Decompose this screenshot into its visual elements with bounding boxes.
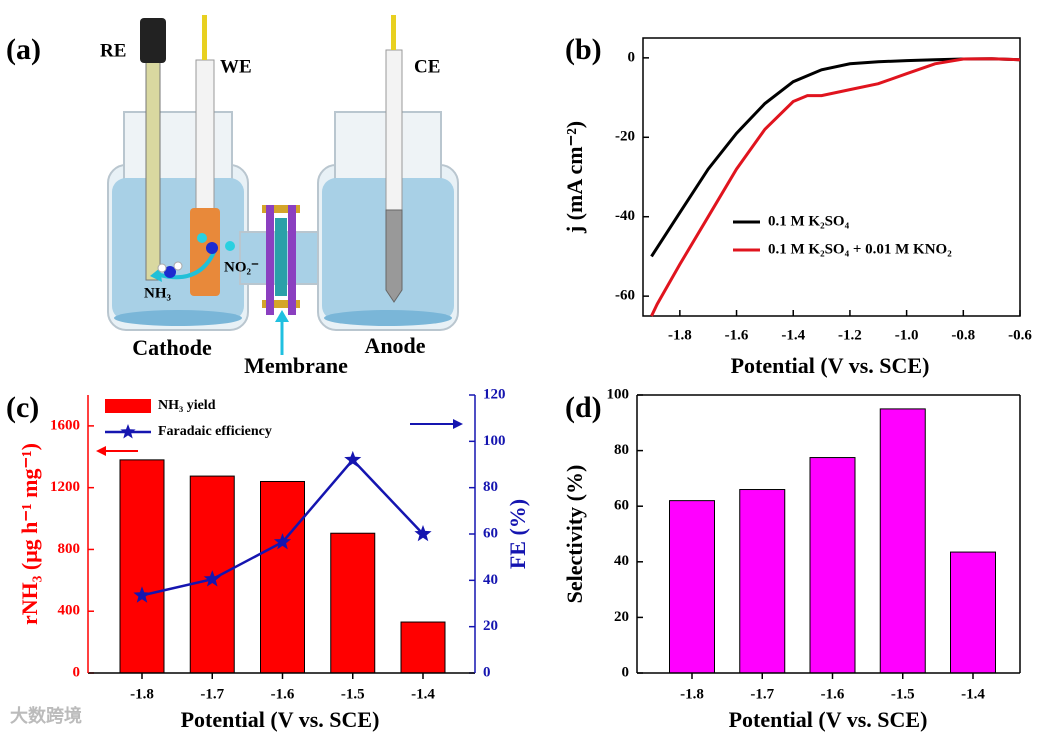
cell-label: Anode (364, 333, 425, 358)
x-tick-label: -1.5 (341, 686, 365, 702)
bar (260, 480, 305, 674)
x-tick-label: -1.4 (781, 327, 805, 343)
panel-label: (a) (6, 33, 41, 66)
y-tick-label: 400 (58, 603, 81, 619)
x-axis-label: Potential (V vs. SCE) (731, 353, 930, 378)
y-tick-label: 60 (614, 498, 629, 514)
y-tick-label: 1200 (50, 479, 80, 495)
y-tick-label: -40 (615, 208, 635, 224)
legend-label: 0.1 M K₂SO₄ + 0.01 M KNO₂ (768, 241, 952, 257)
legend-label: NH₃ yield (158, 398, 216, 413)
y-tick-label: 40 (483, 572, 498, 588)
x-tick-label: -1.2 (838, 327, 862, 343)
x-tick-label: -1.8 (130, 686, 154, 702)
x-tick-label: -1.6 (725, 327, 749, 343)
x-tick-label: -1.4 (411, 686, 435, 702)
species-label: NO₂⁻ (224, 259, 259, 275)
y-tick-label: 0 (73, 664, 81, 680)
y-tick-label: 20 (614, 609, 629, 625)
y-tick-label: 20 (483, 618, 498, 634)
y-tick-label: 60 (483, 525, 498, 541)
bar (950, 551, 996, 674)
bar (119, 459, 165, 674)
legend-label: 0.1 M K₂SO₄ (768, 213, 850, 229)
cell-schematic (107, 15, 459, 355)
panel-label: (b) (565, 33, 602, 66)
x-tick-label: -1.7 (750, 686, 774, 702)
y-axis-label: Selectivity (%) (562, 465, 587, 604)
axis-arrow (96, 446, 106, 456)
panel-label: (d) (565, 391, 602, 424)
y-tick-label: 1600 (50, 417, 80, 433)
x-tick-label: -0.6 (1008, 327, 1032, 343)
x-tick-label: -1.0 (895, 327, 919, 343)
y-axis-label: j (mA cm⁻²) (562, 121, 587, 234)
y-tick-label: 80 (483, 479, 498, 495)
x-tick-label: -1.4 (961, 686, 985, 702)
y-tick-label: 120 (483, 386, 506, 402)
plot-frame (642, 37, 1021, 317)
y-tick-label: 100 (607, 386, 630, 402)
x-tick-label: -1.5 (891, 686, 915, 702)
y-axis-label: rNH₃ (μg h⁻¹ mg⁻¹) (17, 443, 42, 625)
x-tick-label: -1.6 (271, 686, 295, 702)
y-tick-label: 0 (483, 664, 491, 680)
watermark: 大数跨境 (10, 705, 82, 726)
bar (400, 621, 446, 674)
electrode-label: CE (414, 56, 440, 77)
bar (739, 489, 786, 674)
y-tick-label: 100 (483, 433, 506, 449)
y-tick-label: -20 (615, 129, 635, 145)
y-tick-label: -60 (615, 288, 635, 304)
x-axis-label: Potential (V vs. SCE) (729, 707, 928, 732)
star-marker (203, 570, 221, 587)
x-tick-label: -1.8 (680, 686, 704, 702)
legend-swatch (120, 424, 136, 439)
y-tick-label: 0 (622, 664, 630, 680)
x-tick-label: -1.8 (668, 327, 692, 343)
electrode-label: WE (220, 56, 252, 77)
y-tick-label: 0 (628, 49, 636, 65)
y-tick-label: 800 (58, 541, 81, 557)
panel-label: (c) (6, 391, 39, 424)
legend-label: Faradaic efficiency (158, 424, 272, 439)
bar (669, 500, 715, 674)
y-tick-label: 80 (614, 442, 629, 458)
star-marker (133, 586, 151, 603)
line-series (650, 57, 1021, 317)
electrode-label: RE (100, 40, 126, 61)
y-tick-label: 40 (614, 553, 629, 569)
species-label: NH₃ (144, 285, 172, 301)
x-tick-label: -1.7 (200, 686, 224, 702)
axis-arrow (453, 419, 463, 429)
bar (330, 532, 376, 674)
x-tick-label: -0.8 (951, 327, 975, 343)
bar (809, 457, 856, 674)
bar (879, 408, 926, 674)
x-axis-label: Potential (V vs. SCE) (181, 707, 380, 732)
cell-label: Membrane (244, 353, 348, 378)
star-marker (414, 525, 432, 542)
x-tick-label: -1.6 (821, 686, 845, 702)
star-marker (344, 450, 362, 468)
y2-axis-label: FE (%) (505, 499, 530, 569)
star-marker (273, 533, 292, 550)
legend-swatch (105, 399, 151, 413)
cell-label: Cathode (132, 335, 212, 360)
